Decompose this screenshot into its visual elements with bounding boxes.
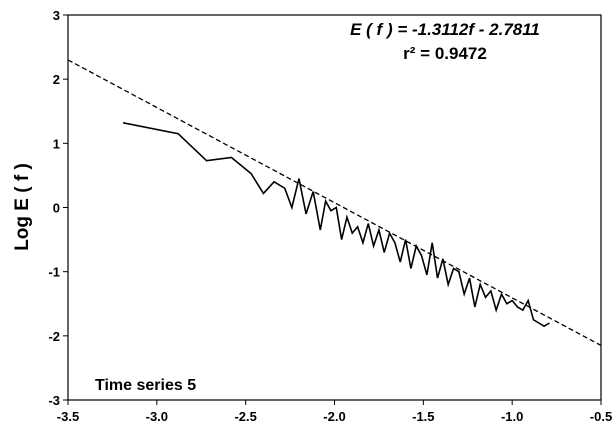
x-tick-label: -3.0 xyxy=(146,409,168,424)
y-tick-label: 2 xyxy=(53,72,60,87)
fit-line xyxy=(67,59,602,347)
y-tick-label: 3 xyxy=(53,8,60,23)
x-tick-label: -0.5 xyxy=(590,409,612,424)
x-tick-label: -2.5 xyxy=(234,409,256,424)
x-tick-label: -3.5 xyxy=(57,409,79,424)
r-squared: r² = 0.9472 xyxy=(403,44,487,63)
y-tick-label: -1 xyxy=(48,265,60,280)
plot-frame xyxy=(67,14,602,401)
y-tick-label: 1 xyxy=(53,136,60,151)
panel-label: Time series 5 xyxy=(95,377,196,394)
data-line xyxy=(122,122,550,328)
y-tick-label: -3 xyxy=(48,393,60,408)
x-tick-label: -2.0 xyxy=(323,409,345,424)
y-tick-label: -2 xyxy=(48,329,60,344)
y-axis-label: Log E ( f ) xyxy=(12,163,33,251)
x-tick-label: -1.0 xyxy=(501,409,523,424)
equation: E ( f ) = -1.3112f - 2.7811 xyxy=(350,20,540,39)
x-tick-label: -1.5 xyxy=(412,409,434,424)
y-tick-label: 0 xyxy=(53,201,60,216)
